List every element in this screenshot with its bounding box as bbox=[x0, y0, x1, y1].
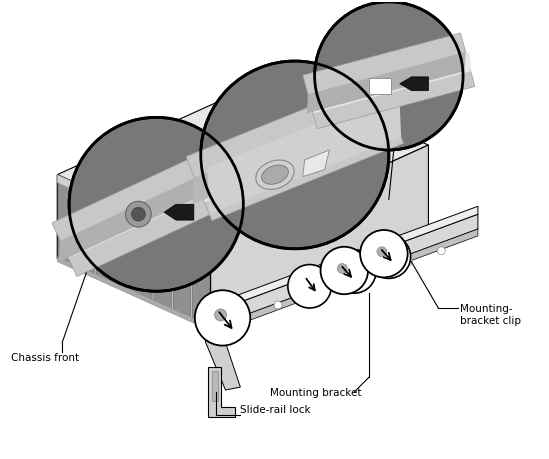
Polygon shape bbox=[57, 77, 428, 244]
Text: Slide-rail lock: Slide-rail lock bbox=[240, 404, 311, 414]
Circle shape bbox=[126, 202, 152, 228]
Polygon shape bbox=[211, 215, 478, 328]
Bar bbox=[369, 78, 391, 95]
Polygon shape bbox=[203, 103, 396, 203]
Ellipse shape bbox=[256, 161, 294, 190]
Polygon shape bbox=[211, 146, 428, 328]
Circle shape bbox=[201, 62, 389, 249]
Polygon shape bbox=[135, 211, 152, 301]
Polygon shape bbox=[58, 176, 75, 267]
Polygon shape bbox=[211, 207, 478, 313]
Bar bbox=[212, 371, 217, 401]
Polygon shape bbox=[57, 257, 211, 331]
Polygon shape bbox=[77, 185, 94, 275]
Polygon shape bbox=[67, 164, 242, 259]
Polygon shape bbox=[57, 175, 211, 252]
Circle shape bbox=[337, 264, 348, 274]
Polygon shape bbox=[164, 205, 194, 221]
Circle shape bbox=[197, 220, 205, 228]
Circle shape bbox=[405, 258, 413, 266]
Circle shape bbox=[360, 230, 408, 278]
Text: Mounting-
bracket clip: Mounting- bracket clip bbox=[460, 303, 521, 325]
Ellipse shape bbox=[262, 166, 288, 185]
Circle shape bbox=[131, 208, 145, 222]
Circle shape bbox=[288, 265, 332, 308]
Polygon shape bbox=[303, 34, 475, 129]
Polygon shape bbox=[302, 151, 329, 177]
Polygon shape bbox=[211, 230, 478, 335]
Polygon shape bbox=[208, 91, 401, 215]
Circle shape bbox=[215, 309, 227, 321]
Polygon shape bbox=[193, 101, 386, 205]
Polygon shape bbox=[57, 175, 211, 328]
Circle shape bbox=[339, 280, 348, 288]
Circle shape bbox=[315, 3, 463, 151]
Polygon shape bbox=[154, 219, 171, 310]
Circle shape bbox=[377, 247, 387, 257]
Polygon shape bbox=[97, 194, 114, 284]
Circle shape bbox=[321, 247, 368, 295]
Polygon shape bbox=[186, 80, 404, 221]
Text: Chassis front: Chassis front bbox=[10, 353, 79, 363]
Polygon shape bbox=[116, 202, 133, 292]
Circle shape bbox=[204, 216, 208, 220]
Circle shape bbox=[332, 250, 376, 294]
Circle shape bbox=[274, 302, 282, 309]
Polygon shape bbox=[52, 143, 251, 277]
Polygon shape bbox=[173, 228, 191, 319]
Circle shape bbox=[214, 212, 217, 216]
Polygon shape bbox=[193, 237, 210, 327]
Circle shape bbox=[367, 235, 411, 279]
Polygon shape bbox=[307, 53, 466, 114]
Polygon shape bbox=[201, 305, 240, 390]
Circle shape bbox=[372, 269, 380, 277]
Circle shape bbox=[69, 118, 243, 291]
Text: Mounting bracket: Mounting bracket bbox=[270, 387, 362, 397]
Circle shape bbox=[195, 291, 250, 346]
Circle shape bbox=[182, 225, 190, 234]
Polygon shape bbox=[312, 53, 471, 114]
Polygon shape bbox=[400, 78, 428, 91]
Circle shape bbox=[242, 312, 249, 320]
Circle shape bbox=[438, 247, 445, 255]
Polygon shape bbox=[208, 368, 236, 417]
Polygon shape bbox=[59, 161, 234, 263]
Circle shape bbox=[307, 291, 315, 298]
